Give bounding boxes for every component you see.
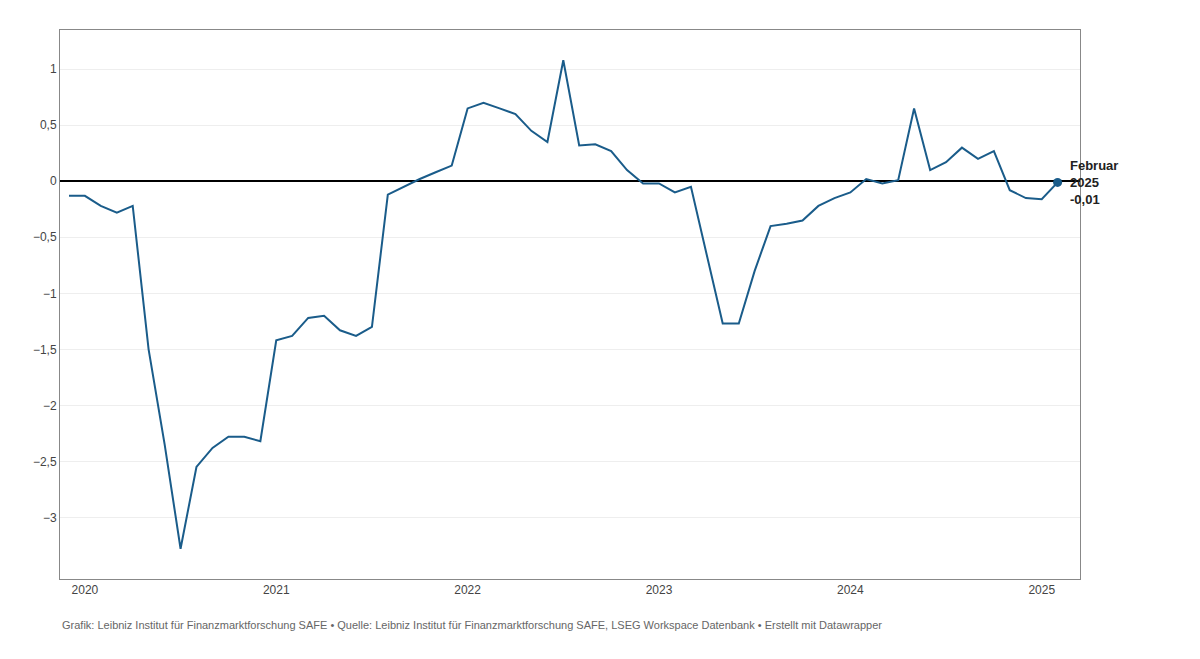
svg-text:Grafik: Leibniz Institut für F: Grafik: Leibniz Institut für Finanzmarkt… (62, 619, 882, 631)
svg-text:2021: 2021 (263, 583, 290, 597)
svg-text:−0,5: −0,5 (33, 230, 57, 244)
svg-text:−2: −2 (43, 399, 57, 413)
svg-text:0: 0 (50, 174, 57, 188)
svg-text:−1: −1 (43, 287, 57, 301)
svg-text:2022: 2022 (454, 583, 481, 597)
svg-text:−2,5: −2,5 (33, 455, 57, 469)
svg-text:1: 1 (50, 62, 57, 76)
svg-text:0,5: 0,5 (40, 118, 57, 132)
svg-text:−3: −3 (43, 511, 57, 525)
svg-text:2025: 2025 (1028, 583, 1055, 597)
svg-text:Februar2025-0,01: Februar2025-0,01 (1070, 158, 1118, 207)
svg-text:2023: 2023 (646, 583, 673, 597)
svg-text:−1,5: −1,5 (33, 343, 57, 357)
svg-text:2020: 2020 (72, 583, 99, 597)
svg-text:2024: 2024 (837, 583, 864, 597)
